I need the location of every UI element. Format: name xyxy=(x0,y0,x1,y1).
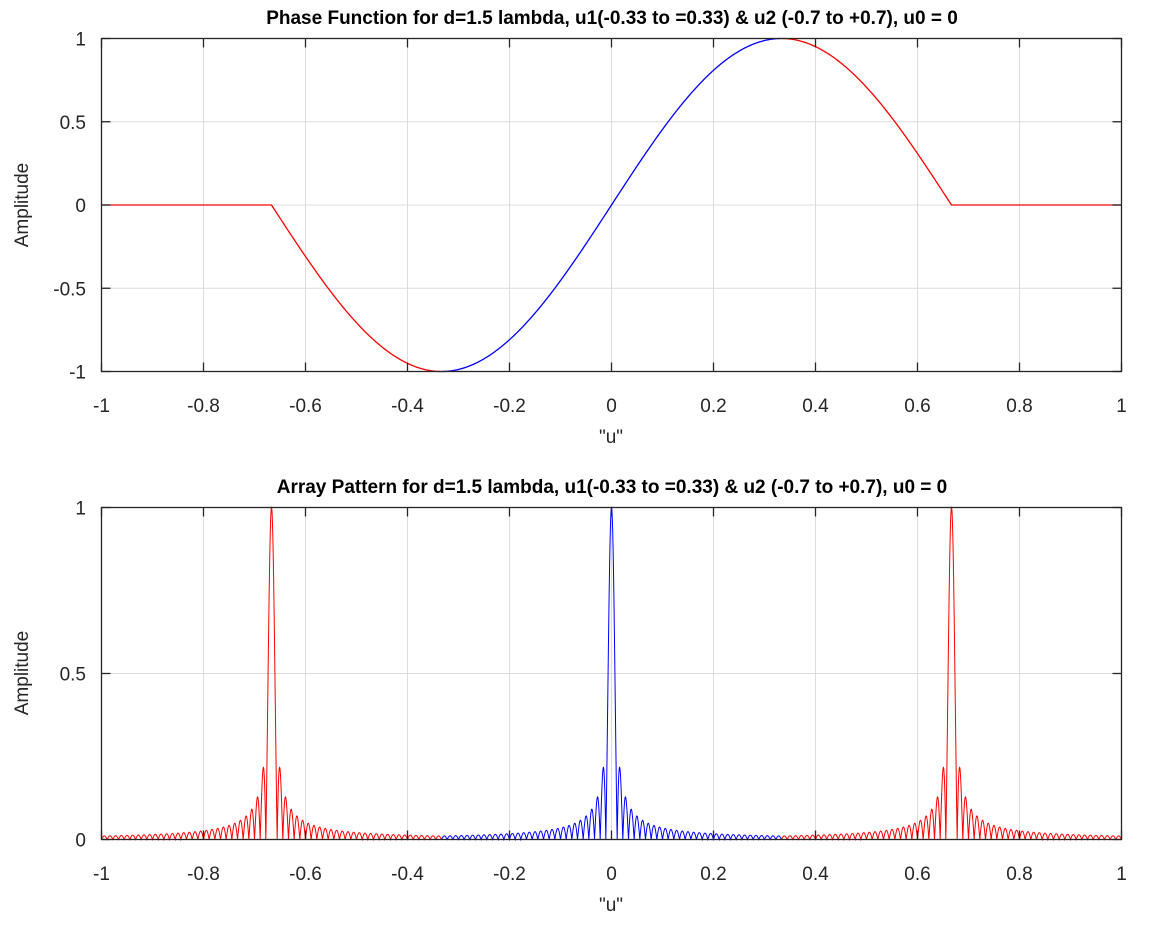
bottom-x-tick-labels: -1 -0.8 -0.6 -0.4 -0.2 0 0.2 0.4 0.6 0.8 1 xyxy=(93,864,1127,885)
bottom-y-axis-label: Amplitude xyxy=(12,631,33,716)
x-tick-label: -0.8 xyxy=(187,396,220,417)
x-tick-label: 1 xyxy=(1116,396,1127,417)
x-tick-label: 0.8 xyxy=(1006,396,1032,417)
top-curves xyxy=(101,37,1122,373)
top-y-tick-labels: 1 0.5 0 -0.5 -1 xyxy=(53,30,86,384)
top-plot-title: Phase Function for d=1.5 lambda, u1(-0.3… xyxy=(266,8,958,29)
phase-curve-center-blue xyxy=(441,37,782,373)
y-tick-label: -0.5 xyxy=(53,279,86,300)
x-tick-label: 0.2 xyxy=(700,864,726,885)
array-pattern-plot: Array Pattern for d=1.5 lambda, u1(-0.33… xyxy=(12,477,1127,916)
x-tick-label: -0.2 xyxy=(493,864,526,885)
x-tick-label: -0.2 xyxy=(493,396,526,417)
x-tick-label: 0 xyxy=(606,864,617,885)
top-x-axis-label: "u" xyxy=(599,427,623,448)
y-tick-label: 0 xyxy=(75,196,86,217)
x-tick-label: -1 xyxy=(93,864,110,885)
bottom-grid xyxy=(101,507,1122,840)
y-tick-label: 0.5 xyxy=(60,113,86,134)
bottom-x-axis-label: "u" xyxy=(599,895,623,916)
x-tick-label: 1 xyxy=(1116,864,1127,885)
x-tick-label: -0.8 xyxy=(187,864,220,885)
phase-curve-left-red xyxy=(101,204,442,373)
y-tick-label: 1 xyxy=(75,499,86,520)
x-tick-label: 0.2 xyxy=(700,396,726,417)
x-tick-label: 0.6 xyxy=(904,396,930,417)
x-tick-label: -0.4 xyxy=(391,396,424,417)
phase-curve-right-red xyxy=(781,37,1122,206)
y-tick-label: -1 xyxy=(69,363,86,384)
x-tick-label: 0 xyxy=(606,396,617,417)
top-x-tick-labels: -1 -0.8 -0.6 -0.4 -0.2 0 0.2 0.4 0.6 0.8 1 xyxy=(93,396,1127,417)
y-tick-label: 0.5 xyxy=(60,665,86,686)
top-ticks xyxy=(100,37,1123,373)
x-tick-label: 0.6 xyxy=(904,864,930,885)
top-y-axis-label: Amplitude xyxy=(12,163,33,248)
y-tick-label: 0 xyxy=(75,831,86,852)
x-tick-label: 0.8 xyxy=(1006,864,1032,885)
bottom-y-tick-labels: 10.50 xyxy=(60,499,86,852)
y-tick-label: 1 xyxy=(75,30,86,51)
phase-function-plot: Phase Function for d=1.5 lambda, u1(-0.3… xyxy=(12,8,1127,448)
x-tick-label: -1 xyxy=(93,396,110,417)
x-tick-label: -0.4 xyxy=(391,864,424,885)
bottom-ticks xyxy=(100,506,1123,841)
bottom-plot-title: Array Pattern for d=1.5 lambda, u1(-0.33… xyxy=(277,477,948,498)
x-tick-label: -0.6 xyxy=(289,864,322,885)
x-tick-label: -0.6 xyxy=(289,396,322,417)
x-tick-label: 0.4 xyxy=(802,864,829,885)
x-tick-label: 0.4 xyxy=(802,396,829,417)
